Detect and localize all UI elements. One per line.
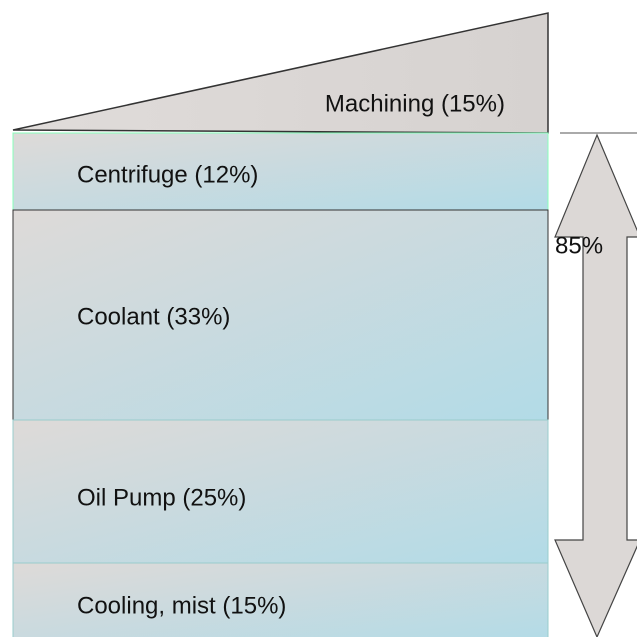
coolant-layer [12, 209, 549, 421]
layer-label: Oil Pump (25%) [77, 484, 246, 511]
layer-label: Cooling, mist (15%) [77, 592, 286, 619]
machining-label: Machining (15%) [325, 90, 505, 117]
machining-shape [12, 12, 549, 134]
cooling-mist-layer [12, 562, 549, 637]
total-arrow-label: 85% [555, 232, 603, 259]
layer-label: Centrifuge (12%) [77, 161, 258, 188]
layer-label: Coolant (33%) [77, 303, 230, 330]
total-arrow [554, 133, 637, 637]
oil-pump-layer [12, 419, 549, 564]
centrifuge-layer [12, 132, 549, 211]
